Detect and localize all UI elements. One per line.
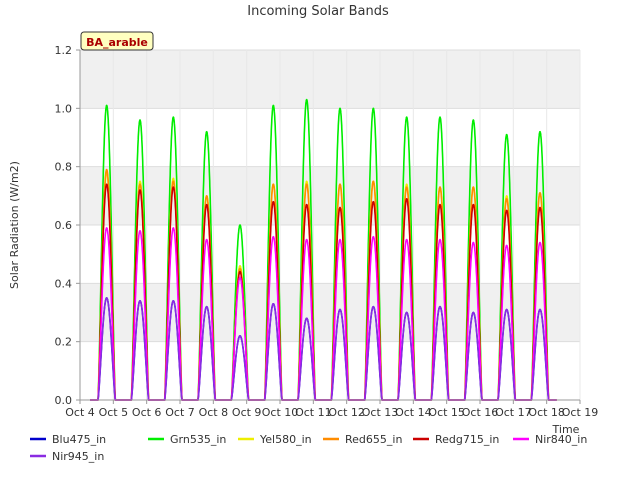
grid-band — [80, 50, 580, 109]
x-axis-label: Time — [552, 423, 580, 436]
legend: Blu475_in Grn535_in Yel580_in Red655_in Redg… — [30, 433, 587, 463]
grid-bands — [80, 50, 580, 400]
grid-band — [80, 283, 580, 342]
x-tick-label: Oct 16 — [462, 406, 499, 419]
x-tick-label: Oct 10 — [262, 406, 299, 419]
annotation-box: BA_arable — [80, 31, 154, 51]
legend-item: Blu475_in — [30, 433, 106, 446]
x-tick-label: Oct 4 — [65, 406, 95, 419]
legend-label: Redg715_in — [435, 433, 499, 446]
x-tick-label: Oct 7 — [165, 406, 195, 419]
x-tick-label: Oct 14 — [395, 406, 432, 419]
legend-label: Red655_in — [345, 433, 402, 446]
grid-band — [80, 341, 580, 400]
legend-label: Nir840_in — [535, 433, 587, 446]
x-tick-label: Oct 12 — [328, 406, 365, 419]
x-tick-label: Oct 5 — [99, 406, 129, 419]
y-tick-label: 0.0 — [55, 394, 73, 407]
y-tick-label: 0.6 — [55, 219, 73, 232]
grid-band — [80, 166, 580, 225]
annotation-label: BA_arable — [86, 36, 148, 49]
y-tick-label: 1.0 — [55, 102, 73, 115]
x-tick-label: Oct 11 — [295, 406, 332, 419]
x-tick-label: Oct 18 — [528, 406, 565, 419]
x-tick-label: Oct 6 — [132, 406, 162, 419]
x-tick-label: Oct 19 — [562, 406, 599, 419]
legend-label: Blu475_in — [52, 433, 106, 446]
legend-item: Nir945_in — [30, 450, 104, 463]
x-tick-label: Oct 15 — [428, 406, 465, 419]
x-tick-label: Oct 13 — [362, 406, 399, 419]
grid-band — [80, 225, 580, 284]
x-tick-labels: Oct 4 Oct 5 Oct 6 Oct 7 Oct 8 Oct 9 Oct 10Oct … — [65, 400, 598, 419]
x-tick-label: Oct 17 — [495, 406, 532, 419]
y-tick-label: 1.2 — [55, 44, 73, 57]
x-tick-label: Oct 8 — [199, 406, 229, 419]
legend-label: Yel580_in — [259, 433, 312, 446]
y-tick-label: 0.8 — [55, 161, 73, 174]
chart-title: Incoming Solar Bands — [247, 4, 389, 19]
y-tick-labels: 0.0 0.2 0.4 0.6 0.8 1.0 1.2 — [55, 44, 80, 407]
legend-item: Nir840_in — [513, 433, 587, 446]
legend-label: Grn535_in — [170, 433, 226, 446]
legend-item: Redg715_in — [413, 433, 499, 446]
legend-item: Yel580_in — [238, 433, 312, 446]
grid-band — [80, 108, 580, 167]
y-tick-label: 0.4 — [55, 277, 73, 290]
x-tick-label: Oct 9 — [232, 406, 262, 419]
legend-item: Red655_in — [323, 433, 402, 446]
legend-item: Grn535_in — [148, 433, 226, 446]
y-tick-label: 0.2 — [55, 336, 73, 349]
y-axis-label: Solar Radiation (W/m2) — [8, 161, 21, 289]
legend-label: Nir945_in — [52, 450, 104, 463]
